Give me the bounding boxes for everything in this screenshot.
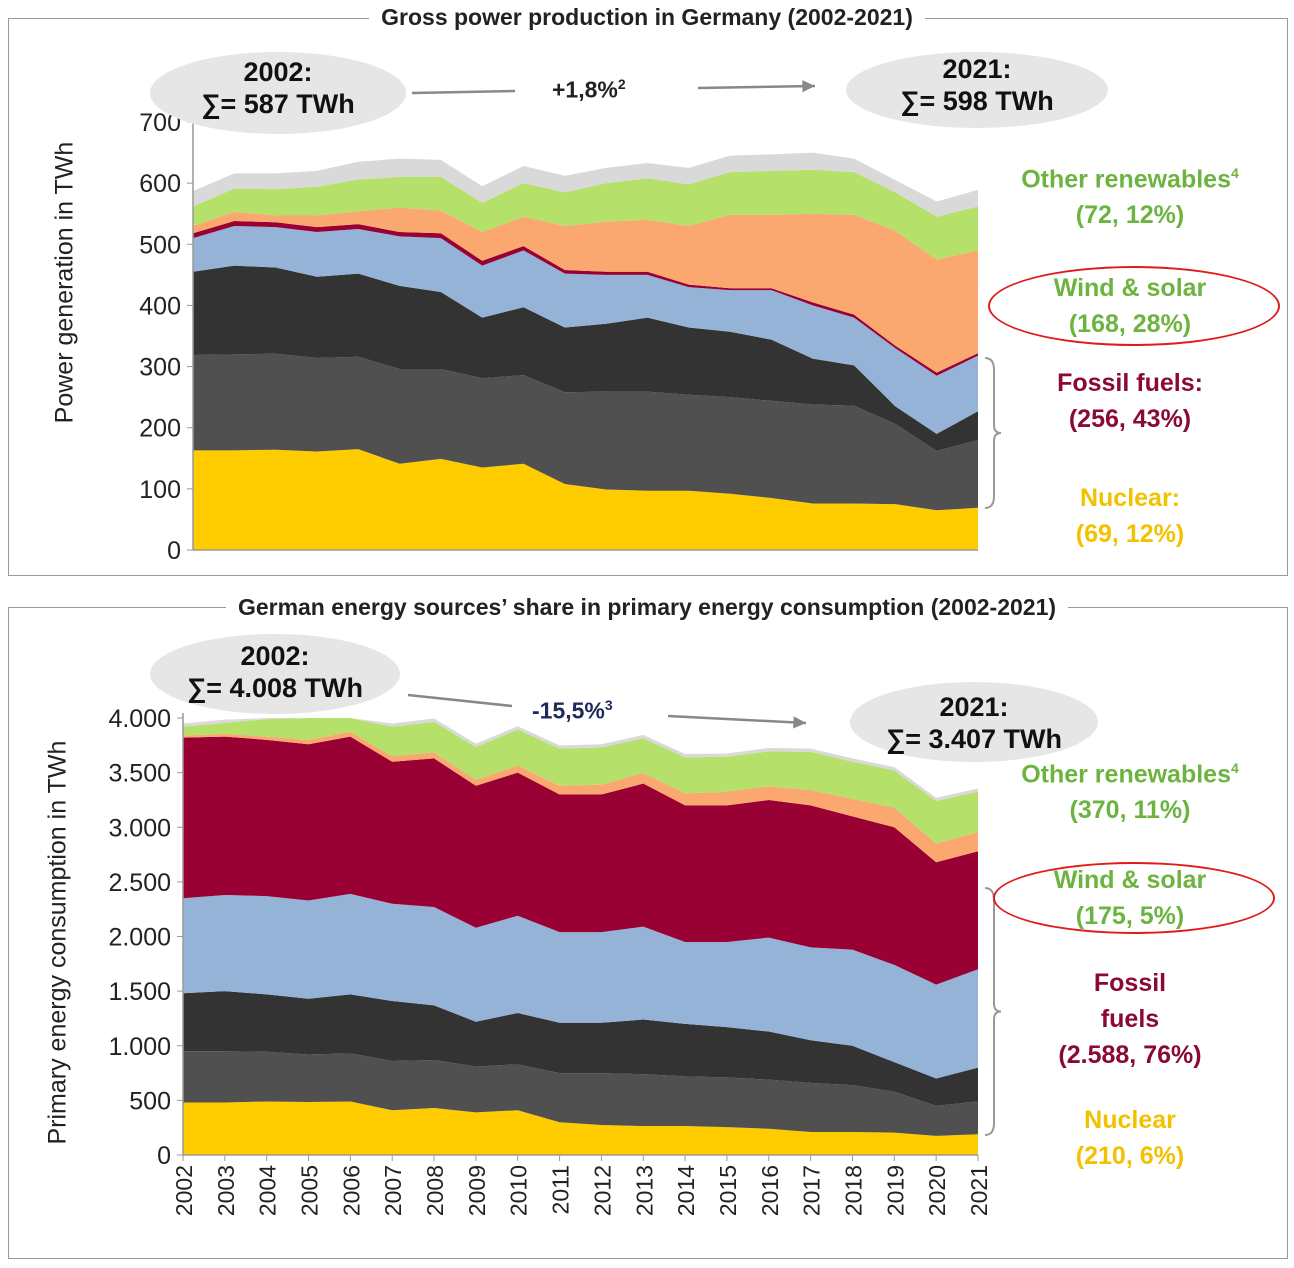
top-arrow-right: [697, 84, 816, 90]
x-tick-label: 2002: [171, 1165, 197, 1216]
y-tick-label: 500: [129, 1087, 171, 1115]
y-tick-label: 500: [139, 231, 181, 259]
y-tick-label: 600: [139, 170, 181, 198]
area-other-renewables: [183, 718, 978, 844]
y-tick-label: 400: [139, 292, 181, 320]
bottom-arrow-right: [667, 714, 807, 725]
y-tick-label: 200: [139, 415, 181, 443]
bottom-start-sum-bubble: [150, 634, 400, 714]
y-tick-label: 0: [157, 1142, 171, 1170]
x-tick-label: 2003: [213, 1165, 239, 1216]
bottom-start-sum-text: 2002: ∑= 4.008 TWh: [186, 641, 364, 703]
x-tick-label: 2015: [715, 1165, 741, 1216]
x-tick-label: 2019: [882, 1165, 908, 1216]
y-tick-label: 1.000: [108, 1033, 171, 1061]
x-tick-label: 2012: [589, 1165, 615, 1216]
x-tick-label: 2011: [548, 1165, 574, 1214]
bottom-arrow-right-head: [793, 716, 806, 729]
area-hard-coal: [193, 265, 978, 451]
y-tick-label: 3.500: [108, 760, 171, 788]
x-tick-label: 2017: [799, 1165, 825, 1216]
y-tick-label: 2.000: [108, 924, 171, 952]
top-arrow-right-head: [802, 80, 815, 93]
y-tick-label: 3.000: [108, 814, 171, 842]
y-tick-label: 100: [139, 476, 181, 504]
bottom-label-other-renewables: Other renewables4 (370, 11%): [1021, 760, 1239, 825]
top-arrow-left: [411, 89, 516, 95]
plot-area-1: [183, 718, 978, 1155]
area-wind-solar: [193, 207, 978, 373]
bottom-arrow-left: [407, 693, 513, 708]
bottom-title: German energy sources’ share in primary …: [0, 594, 1294, 621]
area-lignite: [183, 1051, 978, 1136]
area-gas: [183, 893, 978, 1079]
start-sum-text: 2002: ∑= 587 TWh: [201, 57, 355, 119]
bottom-wind-solar-highlight: [993, 862, 1275, 934]
x-tick-label: 2013: [631, 1165, 657, 1216]
bottom-label-fossil: Fossil fuels (2.588, 76%): [1058, 969, 1202, 1069]
y-tick-label: 1.500: [108, 978, 171, 1006]
bottom-y-axis-label: Primary energy consumption in TWh: [43, 740, 72, 1145]
x-tick-label: 2014: [673, 1165, 699, 1216]
area-gas: [193, 225, 978, 434]
top-label-nuclear: Nuclear: (69, 12%): [1075, 484, 1185, 548]
area-lignite: [193, 353, 978, 511]
area-nuclear: [193, 449, 978, 550]
x-tick-label: 2005: [297, 1165, 323, 1216]
bottom-label-nuclear: Nuclear (210, 6%): [1075, 1106, 1185, 1170]
top-label-fossil: Fossil fuels: (256, 43%): [1057, 369, 1203, 433]
x-tick-label: 2020: [924, 1165, 950, 1216]
top-y-axis-label: Power generation in TWh: [50, 141, 79, 424]
bottom-change: -15,5%3: [532, 697, 613, 724]
y-tick-label: 0: [167, 537, 181, 565]
area-other-renewables: [193, 169, 978, 260]
x-tick-label: 2007: [380, 1165, 406, 1216]
area-wind-solar: [183, 731, 978, 863]
x-tick-label: 2006: [338, 1165, 364, 1216]
y-tick-label: 300: [139, 354, 181, 382]
top-title: Gross power production in Germany (2002-…: [0, 4, 1294, 31]
top-wind-solar-highlight: [988, 266, 1280, 346]
start-sum-bubble: [150, 52, 406, 134]
y-tick-label: 4.000: [108, 705, 171, 733]
top-fossil-brace: [984, 357, 1002, 509]
top-change: +1,8%2: [552, 76, 626, 103]
plot-area-0: [193, 152, 978, 550]
x-tick-label: 2009: [464, 1165, 490, 1216]
bottom-fossil-brace: [984, 887, 1002, 1136]
top-label-other-renewables: Other renewables4 (72, 12%): [1021, 165, 1239, 230]
bottom-end-sum-text: 2021: ∑= 3.407 TWh: [885, 692, 1063, 754]
area-other: [193, 152, 978, 217]
x-tick-label: 2004: [255, 1165, 281, 1216]
x-tick-label: 2016: [757, 1165, 783, 1216]
area-oil: [183, 736, 978, 985]
y-tick-label: 2.500: [108, 869, 171, 897]
x-tick-label: 2008: [422, 1165, 448, 1216]
bottom-end-sum-bubble: [850, 682, 1098, 762]
area-hard-coal: [183, 991, 978, 1106]
area-nuclear: [183, 1101, 978, 1155]
x-tick-label: 2021: [966, 1165, 992, 1216]
x-tick-label: 2010: [506, 1165, 532, 1216]
end-sum-text: 2021: ∑= 598 TWh: [900, 54, 1054, 116]
end-sum-bubble: [846, 52, 1108, 128]
x-tick-label: 2018: [840, 1165, 866, 1216]
